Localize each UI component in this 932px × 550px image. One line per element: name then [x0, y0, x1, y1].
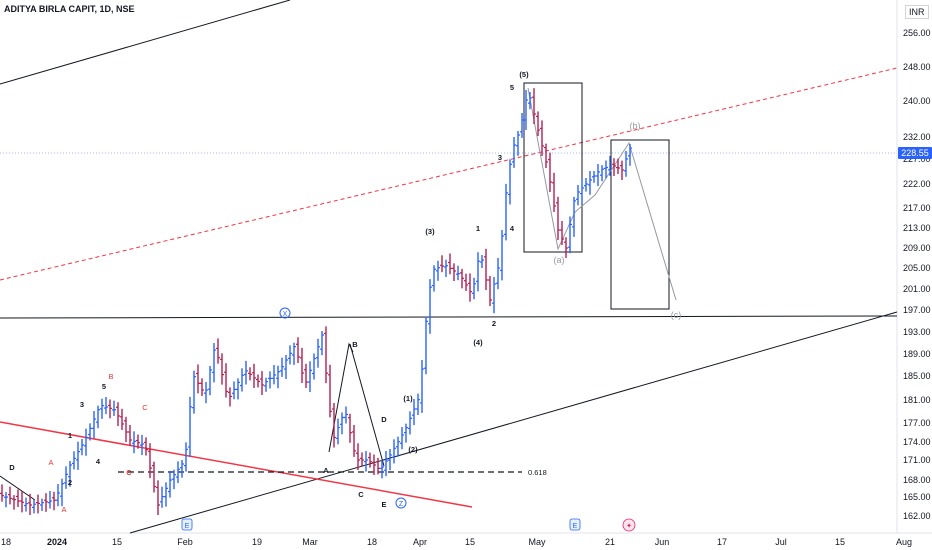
- wave-label-gray: (c): [671, 310, 682, 320]
- price-tick-label: 232.00: [903, 132, 931, 142]
- time-axis[interactable]: 18 2024 15 Feb 19 Mar 18 Apr 15 May 21 Jun 17 Jul 15 Au…: [1, 537, 912, 547]
- last-price-badge: 228.55: [898, 147, 932, 159]
- time-tick-label: 18: [367, 537, 377, 547]
- wave-label: 4: [96, 457, 101, 466]
- wave-label: 1: [476, 224, 480, 233]
- wave-label-gray: (b): [630, 121, 641, 131]
- wave-label: C: [358, 490, 364, 499]
- price-tick-label: 222.00: [903, 179, 931, 189]
- time-tick-label: Jun: [655, 537, 670, 547]
- drawings: [0, 0, 898, 534]
- circle-marker-label: Z: [399, 501, 404, 508]
- wave-labels: D 1 3 4 5 2 B D C E (1) (2) (3) (4) 1 2 3 4 5 (5) A B C A (a) (b)…: [9, 70, 682, 532]
- time-tick-label: Jul: [775, 537, 787, 547]
- price-tick-label: 185.00: [903, 371, 931, 381]
- earnings-event-icon: [569, 518, 581, 531]
- wave-label-red: C: [142, 403, 148, 412]
- wave-label: (1): [403, 394, 413, 403]
- price-tick-label: 227.00: [903, 154, 931, 164]
- wave-label: (3): [425, 227, 435, 236]
- wave-label: (4): [473, 338, 483, 347]
- price-tick-label: 217.00: [903, 203, 931, 213]
- price-tick-label: 177.00: [903, 418, 931, 428]
- time-tick-label: May: [528, 537, 546, 547]
- chart-title: ADITYA BIRLA CAPIT, 1D, NSE: [4, 4, 135, 14]
- wave-label: 2: [492, 319, 496, 328]
- price-tick-label: 189.00: [903, 349, 931, 359]
- earnings-event-label: E: [573, 523, 578, 530]
- price-tick-label: 193.00: [903, 327, 931, 337]
- time-tick-label: 15: [112, 537, 122, 547]
- wave-label: 4: [510, 224, 515, 233]
- price-bars: [0, 88, 632, 515]
- wave-label-red: A: [48, 458, 53, 467]
- wave-label: (2): [408, 445, 418, 454]
- currency-button[interactable]: INR: [905, 5, 929, 19]
- wave-label: D: [9, 463, 15, 472]
- price-tick-label: 201.00: [903, 284, 931, 294]
- price-tick-label: 209.00: [903, 243, 931, 253]
- time-tick-label: 15: [465, 537, 475, 547]
- fib-level-label: 0.618: [528, 468, 547, 477]
- time-tick-label: Mar: [302, 537, 318, 547]
- earnings-event-label: E: [185, 523, 190, 530]
- wave-label: 5: [510, 83, 514, 92]
- time-tick-label: Feb: [177, 537, 193, 547]
- price-tick-label: 205.00: [903, 263, 931, 273]
- wave-label: C: [126, 468, 132, 477]
- time-tick-label: 17: [717, 537, 727, 547]
- price-tick-label: 240.00: [903, 96, 931, 106]
- price-tick-label: 197.00: [903, 305, 931, 315]
- time-tick-label: Aug: [896, 537, 912, 547]
- price-tick-label: 248.00: [903, 62, 931, 72]
- price-tick-label: 171.00: [903, 455, 931, 465]
- wave-label-gray: (a): [554, 255, 565, 265]
- price-tick-label: 256.00: [903, 28, 931, 38]
- price-tick-label: 168.00: [903, 475, 931, 485]
- dividend-event-label: ✦: [626, 522, 632, 530]
- wave-label: D: [381, 415, 387, 424]
- price-tick-label: 162.00: [903, 511, 931, 521]
- circle-marker: [395, 497, 407, 509]
- price-axis[interactable]: 256.00 248.00 240.00 232.00 227.00 222.00 217.…: [903, 28, 931, 521]
- wave-label: (5): [519, 70, 529, 79]
- wave-label: 2: [68, 478, 72, 487]
- circle-marker: [279, 307, 291, 319]
- price-tick-label: 213.00: [903, 223, 931, 233]
- wave-label-red: A: [61, 505, 66, 514]
- price-tick-label: 181.00: [903, 395, 931, 405]
- wave-label: 3: [498, 153, 502, 162]
- time-tick-label: 21: [605, 537, 615, 547]
- price-tick-label: 174.00: [903, 437, 931, 447]
- circle-marker-label: X: [283, 311, 288, 318]
- time-tick-label: Apr: [413, 537, 427, 547]
- wave-label: 5: [102, 382, 106, 391]
- wave-label: A: [323, 466, 329, 475]
- wave-label: B: [352, 340, 358, 349]
- price-tick-label: 165.00: [903, 492, 931, 502]
- wave-label: 3: [80, 400, 84, 409]
- wave-label: 1: [68, 431, 72, 440]
- time-tick-label: 15: [835, 537, 845, 547]
- dividend-event-icon: [622, 518, 636, 532]
- wave-label: E: [381, 500, 386, 509]
- time-tick-label: 2024: [47, 537, 67, 547]
- earnings-event-icon: [181, 518, 193, 531]
- time-tick-label: 19: [252, 537, 262, 547]
- wave-label-red: B: [108, 372, 113, 381]
- time-tick-label: 18: [1, 537, 11, 547]
